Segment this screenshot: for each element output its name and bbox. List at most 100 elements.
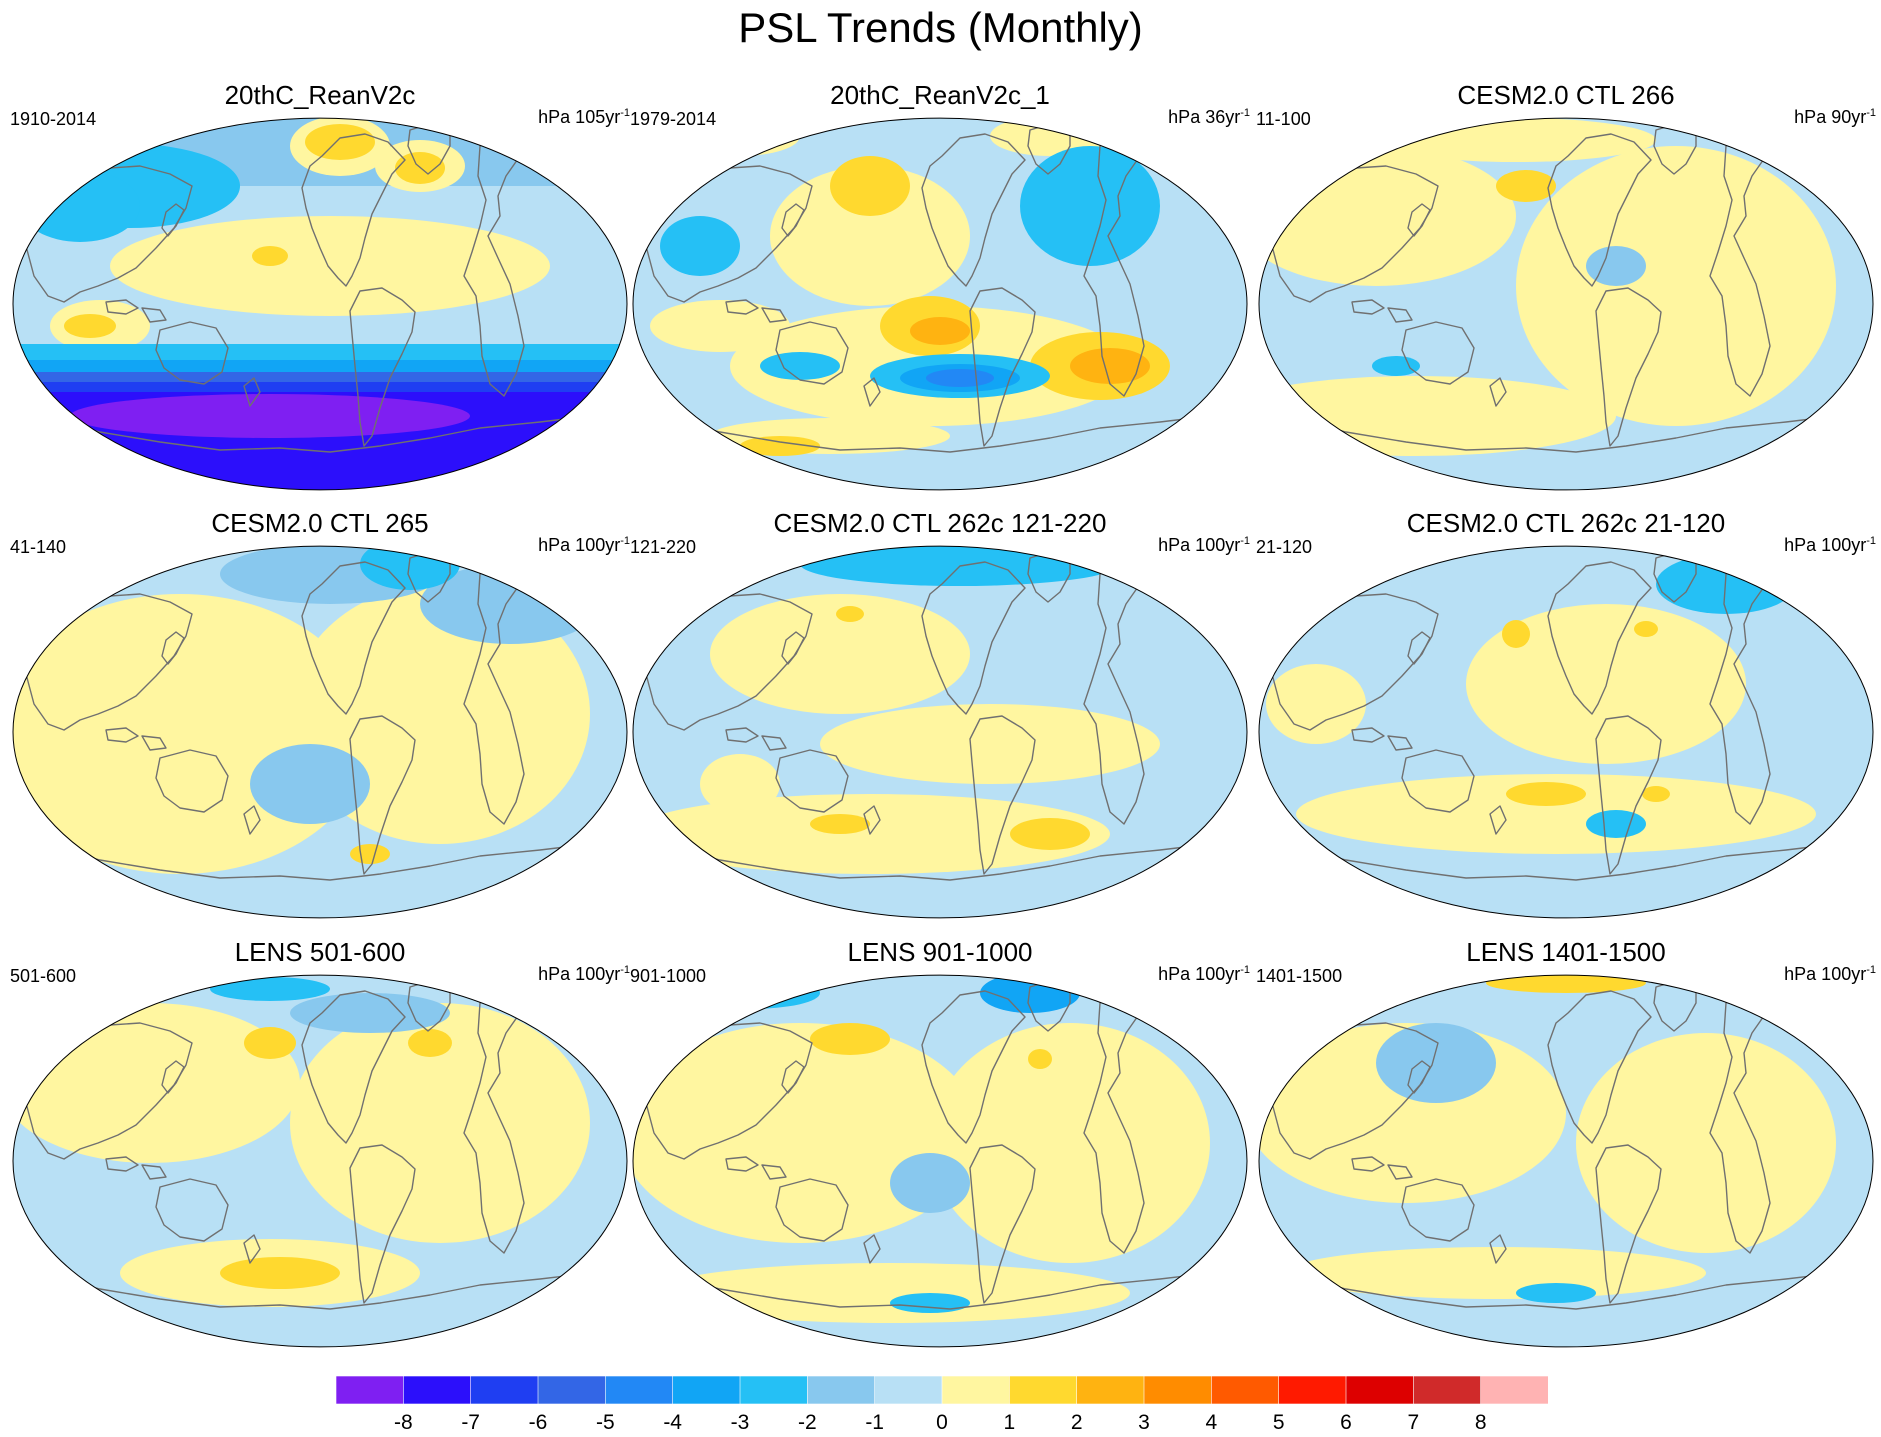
coastline xyxy=(301,133,406,287)
coastline xyxy=(301,561,406,715)
coastline xyxy=(161,1060,185,1094)
colorbar-swatch xyxy=(1143,1376,1213,1405)
coastline xyxy=(141,307,167,323)
colorbar-swatch xyxy=(739,1376,809,1405)
colorbar-swatch xyxy=(1345,1376,1415,1405)
coastline xyxy=(725,1156,759,1172)
coastline xyxy=(969,1144,1036,1304)
colorbar-swatch xyxy=(470,1376,539,1405)
contour-blob xyxy=(210,977,330,1001)
coastline xyxy=(1387,307,1413,323)
trend-map xyxy=(632,117,1248,491)
contour-fields xyxy=(1259,975,1873,1347)
contour-blob xyxy=(810,814,870,834)
coastline xyxy=(105,1156,139,1172)
colorbar-label: 1 xyxy=(1003,1411,1016,1434)
coastline xyxy=(1291,415,1837,453)
colorbar-swatches xyxy=(336,1376,1548,1405)
map-panel-9: LENS 1401-1500 1401-1500 hPa 100yr-1 xyxy=(1256,937,1876,1349)
map-panel-8: LENS 901-1000 901-1000 hPa 100yr-1 xyxy=(630,937,1250,1349)
colorbar-label: 5 xyxy=(1272,1411,1285,1434)
contour-blob xyxy=(910,317,970,345)
coastline xyxy=(463,139,525,397)
map-outline xyxy=(12,117,628,491)
coastlines xyxy=(1269,980,1837,1310)
contour-blob xyxy=(1576,1033,1836,1253)
colorbar-label: -5 xyxy=(595,1411,615,1434)
coastline xyxy=(1709,139,1771,397)
trend-map xyxy=(1258,117,1874,491)
coastline xyxy=(1595,1144,1662,1304)
coastline xyxy=(969,715,1036,875)
panel-period: 1910-2014 xyxy=(10,109,97,129)
coastline xyxy=(45,843,591,881)
panel-period: 121-220 xyxy=(630,537,697,557)
contour-blob xyxy=(890,1153,970,1213)
contour-blob xyxy=(926,369,994,387)
contour-blob xyxy=(1266,664,1366,744)
coastlines xyxy=(643,980,1211,1310)
contour-blob xyxy=(1642,786,1670,802)
panel-title: LENS 501-600 xyxy=(234,937,406,967)
figure-title: PSL Trends (Monthly) xyxy=(738,4,1143,51)
colorbar-swatch xyxy=(1278,1376,1347,1405)
coastline xyxy=(1407,203,1431,237)
trend-map xyxy=(12,545,628,919)
panel-units: hPa 36yr-1 xyxy=(1168,107,1250,127)
map-panel-4: CESM2.0 CTL 265 41-140 hPa 100yr-1 xyxy=(10,508,630,920)
coastline xyxy=(155,321,229,385)
contour-blob xyxy=(830,156,910,216)
contour-blob xyxy=(110,216,550,316)
coastline xyxy=(775,749,849,813)
contour-blob xyxy=(1516,146,1836,426)
panel-units: hPa 100yr-1 xyxy=(1784,964,1876,984)
coastline xyxy=(1083,139,1145,397)
colorbar-swatch xyxy=(1480,1376,1548,1405)
colorbar-label: 7 xyxy=(1407,1411,1420,1434)
panel-title: CESM2.0 CTL 262c 21-120 xyxy=(1406,508,1726,538)
coastline xyxy=(349,287,416,447)
coastline xyxy=(725,727,759,743)
coastline xyxy=(161,203,185,237)
coastline xyxy=(921,561,1026,715)
coastline xyxy=(243,1234,261,1264)
contour-blob xyxy=(650,1263,1130,1323)
contour-blob xyxy=(408,1029,452,1057)
contour-blob xyxy=(710,594,970,714)
contour-blob xyxy=(252,246,288,266)
contour-fields xyxy=(633,546,1247,918)
coastlines xyxy=(643,123,1211,453)
colorbar-swatch xyxy=(941,1376,1011,1405)
contour-blob xyxy=(1586,810,1646,838)
coastline xyxy=(1489,805,1507,835)
map-panel-1: 20thC_ReanV2c 1910-2014 hPa 105yr-1 xyxy=(10,80,630,492)
contour-fields xyxy=(1259,118,1873,490)
coastline xyxy=(781,203,805,237)
coastline xyxy=(23,1022,193,1160)
panel-title: LENS 1401-1500 xyxy=(1466,937,1666,967)
trend-map xyxy=(12,974,628,1348)
panel-units: hPa 100yr-1 xyxy=(1158,964,1250,984)
coastline xyxy=(1595,287,1662,447)
trend-map xyxy=(632,545,1248,919)
colorbar-swatch xyxy=(537,1376,607,1405)
panel-period: 501-600 xyxy=(10,966,77,986)
coastline xyxy=(243,377,261,407)
coastline xyxy=(243,805,261,835)
trend-map xyxy=(12,117,628,491)
contour-blob xyxy=(800,546,1120,586)
coastline xyxy=(141,1164,167,1180)
colorbar-label: -7 xyxy=(461,1411,480,1434)
colorbar-label: -8 xyxy=(393,1411,413,1434)
coastline xyxy=(1709,996,1771,1254)
contour-blob xyxy=(305,124,375,160)
coastline xyxy=(1387,735,1413,751)
coastline xyxy=(1401,321,1475,385)
map-outline xyxy=(12,974,628,1348)
coastline xyxy=(1401,749,1475,813)
contour-blob xyxy=(1020,146,1160,266)
coastline xyxy=(725,299,759,315)
contour-blob xyxy=(290,993,450,1033)
coastline xyxy=(105,299,139,315)
colorbar-label: 6 xyxy=(1340,1411,1352,1434)
